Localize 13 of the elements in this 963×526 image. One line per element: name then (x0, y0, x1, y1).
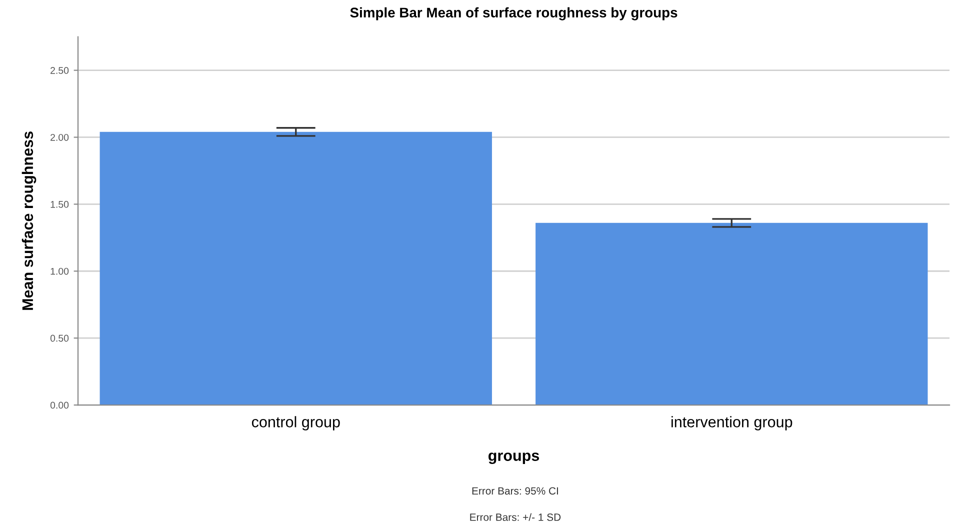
y-tick-label: 2.00 (50, 134, 69, 141)
y-tick-label: 0.00 (50, 402, 69, 409)
y-tick-label: 0.50 (50, 334, 69, 342)
x-tick-label: control group (252, 416, 340, 430)
x-tick-label: intervention group (672, 416, 792, 430)
chart-title: Simple Bar Mean of surface roughness by groups (350, 7, 678, 20)
y-axis-title: Mean surface roughness (22, 132, 36, 310)
y-tick-label: 2.50 (50, 67, 69, 74)
x-axis-title: groups (488, 452, 540, 464)
text: Error Bars: 95% CI (472, 487, 558, 495)
y-tick-label: 1.50 (50, 200, 69, 208)
y-tick-label: 1.00 (50, 268, 69, 275)
text: Error Bars: +/- 1 SD (470, 513, 561, 521)
